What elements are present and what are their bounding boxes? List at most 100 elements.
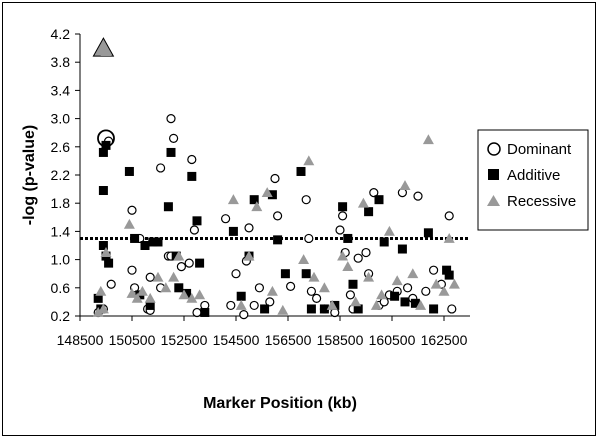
data-point-additive — [379, 237, 389, 247]
data-point-recessive — [92, 306, 104, 317]
data-point-recessive — [376, 289, 388, 300]
x-axis-title: Marker Position (kb) — [203, 395, 357, 412]
data-point-recessive — [100, 247, 112, 257]
data-point-additive — [98, 186, 108, 196]
data-point-additive — [195, 258, 205, 268]
data-point-additive — [390, 291, 400, 301]
data-point-dominant — [226, 300, 236, 311]
data-point-dominant — [413, 191, 423, 201]
x-tick-label: 150500 — [109, 332, 156, 348]
data-point-recessive — [422, 134, 434, 145]
y-tick-label: 3.0 — [51, 111, 71, 127]
data-point-dominant — [304, 233, 314, 244]
data-point-additive — [273, 235, 283, 245]
data-point-recessive — [357, 197, 369, 208]
data-point-additive — [192, 216, 202, 226]
data-point-additive — [187, 171, 197, 181]
data-point-dominant — [301, 195, 311, 205]
y-tick-label: 2.6 — [51, 139, 71, 155]
data-point-recessive — [415, 299, 427, 310]
x-tick-label: 154500 — [213, 332, 260, 348]
y-tick-label: 0.2 — [51, 308, 71, 324]
data-point-recessive — [243, 250, 255, 261]
x-tick-label: 162500 — [421, 332, 468, 348]
y-tick-label: 1.4 — [51, 223, 71, 239]
data-point-dominant — [145, 272, 155, 282]
legend-marker-recessive — [487, 195, 500, 206]
data-point-dominant — [361, 247, 371, 258]
x-tick-label: 156500 — [265, 332, 312, 348]
legend-label-additive: Additive — [507, 167, 560, 184]
data-point-dominant — [270, 173, 280, 184]
y-tick-label: 3.4 — [51, 82, 71, 98]
data-point-dominant — [254, 283, 264, 293]
data-point-dominant — [221, 214, 231, 224]
data-point-additive — [364, 207, 374, 217]
data-point-dominant — [353, 253, 363, 263]
data-point-recessive — [277, 304, 289, 315]
data-point-recessive — [266, 285, 278, 296]
data-point-additive — [400, 297, 410, 307]
data-point-additive — [104, 258, 114, 268]
data-point-recessive — [194, 289, 206, 300]
data-point-dominant — [444, 211, 454, 221]
data-point-recessive — [131, 292, 143, 303]
data-point-dominant — [176, 262, 186, 272]
data-point-additive — [338, 202, 348, 212]
data-point-dominant — [169, 133, 179, 143]
data-point-additive — [182, 288, 192, 298]
data-point-additive — [306, 304, 316, 314]
plot-area: 0.2 0.6 1.0 1.4 1.8 2.2 2.6 3.0 3.4 3.8 4.2 148500 1… — [51, 26, 470, 348]
data-point-additive — [200, 307, 210, 317]
data-point-additive — [319, 304, 329, 314]
data-point-additive — [174, 283, 184, 293]
data-point-recessive — [399, 180, 411, 190]
data-point-additive — [101, 140, 111, 150]
data-point-recessive — [443, 232, 455, 243]
data-point-recessive — [383, 225, 395, 236]
legend: Dominant Additive Recessive — [477, 129, 589, 231]
data-point-additive — [98, 241, 108, 250]
x-tick-label: 152500 — [161, 332, 208, 348]
x-tick-label: 160500 — [369, 332, 416, 348]
data-point-recessive — [152, 271, 164, 282]
y-tick-label: 0.6 — [51, 280, 71, 296]
data-point-recessive — [363, 271, 375, 282]
data-point-additive — [267, 190, 277, 200]
legend-marker-additive — [488, 169, 499, 180]
y-tick-label: 2.2 — [51, 167, 71, 183]
data-point-recessive — [350, 296, 362, 307]
data-point-additive — [260, 304, 270, 314]
data-point-recessive — [303, 155, 315, 166]
data-point-recessive — [144, 292, 156, 303]
data-point-dominant — [192, 307, 202, 318]
data-point-additive — [140, 241, 150, 250]
data-point-recessive — [342, 261, 354, 272]
legend-marker-dominant — [487, 142, 501, 156]
data-point-additive — [228, 226, 238, 236]
data-point-additive — [410, 298, 420, 308]
data-point-recessive — [178, 289, 190, 300]
data-point-additive — [148, 237, 158, 247]
data-point-recessive — [251, 201, 263, 212]
data-point-additive — [249, 195, 259, 205]
data-point-additive — [153, 237, 163, 247]
data-point-recessive — [448, 278, 460, 289]
data-point-additive — [296, 166, 306, 176]
data-point-additive — [442, 265, 452, 275]
data-point-recessive — [160, 282, 172, 293]
data-point-recessive — [308, 271, 320, 282]
data-point-dominant — [338, 211, 348, 221]
data-point-dominant — [447, 304, 457, 314]
x-tick-label: 148500 — [57, 332, 104, 348]
data-point-additive — [343, 233, 353, 243]
data-point-recessive — [95, 285, 107, 296]
data-point-additive — [423, 228, 433, 238]
data-point-additive — [353, 304, 363, 314]
data-point-recessive — [173, 250, 185, 261]
data-point-recessive — [186, 292, 198, 303]
data-point-dominant — [312, 293, 322, 303]
data-point-dominant — [231, 269, 241, 279]
data-point-dominant — [429, 265, 439, 275]
data-point-additive — [280, 269, 290, 279]
